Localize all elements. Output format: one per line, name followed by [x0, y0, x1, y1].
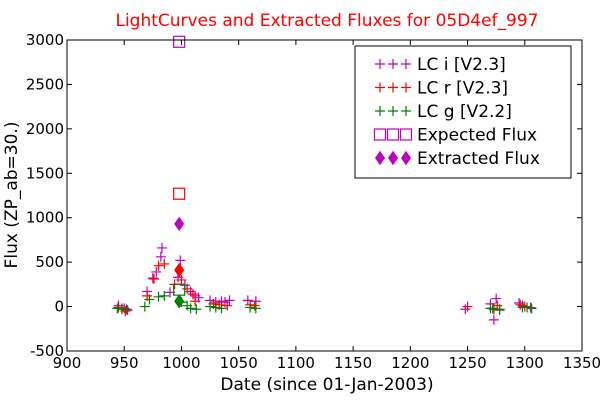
- legend-marker: [388, 106, 398, 116]
- data-point-plus-0: [224, 295, 235, 306]
- data-point-plus-1: [222, 300, 233, 311]
- data-point-square-3: [173, 35, 186, 48]
- data-point-plus-0: [488, 314, 499, 325]
- x-tick-label: 900: [53, 354, 82, 372]
- data-point-plus-0: [460, 304, 471, 315]
- legend-entry-label: LC r [V2.3]: [417, 79, 508, 99]
- data-point-plus-1: [249, 300, 260, 311]
- data-point-plus-0: [175, 255, 186, 266]
- x-tick-label: 1050: [220, 354, 258, 372]
- data-point-plus-2: [112, 303, 123, 314]
- x-tick-label: 1300: [506, 354, 544, 372]
- data-point-plus-0: [242, 295, 253, 306]
- legend: LC i [V2.3] LC r [V2.3] LC g [V2.2] Expecte…: [354, 45, 572, 179]
- y-tick-label: 3000: [26, 31, 64, 49]
- axis-ticks: 900 950 1000 1050 1100 1150 1200 1250 1300 1350 -5…: [26, 31, 600, 372]
- data-point-plus-0: [491, 293, 502, 304]
- legend-marker: [388, 82, 398, 93]
- data-point-plus-2: [205, 301, 216, 312]
- data-point-plus-2: [522, 302, 533, 313]
- chart-title: LightCurves and Extracted Fluxes for 05D…: [115, 11, 538, 31]
- x-tick-label: 1100: [277, 354, 315, 372]
- legend-marker: [386, 128, 400, 141]
- x-tick-label: 1250: [448, 354, 486, 372]
- legend-marker: [401, 82, 411, 93]
- y-axis-label: Flux (ZP_ab=30.): [2, 122, 22, 269]
- data-point-plus-2: [153, 291, 164, 302]
- legend-marker: [399, 128, 413, 141]
- data-point-plus-1: [187, 289, 198, 300]
- data-point-plus-1: [462, 301, 473, 312]
- data-point-plus-0: [147, 273, 158, 284]
- data-point-plus-1: [519, 301, 530, 312]
- x-tick-label: 950: [110, 354, 139, 372]
- legend-entry-label: Expected Flux: [417, 126, 537, 146]
- data-point-plus-1: [148, 274, 159, 285]
- data-point-square-3: [173, 187, 186, 200]
- data-point-plus-1: [182, 283, 193, 294]
- x-tick-label: 1350: [563, 354, 600, 372]
- legend-marker: [373, 128, 387, 141]
- legend-marker: [401, 150, 411, 166]
- legend-marker: [401, 59, 411, 69]
- data-point-plus-2: [216, 303, 227, 314]
- x-tick-label: 1000: [162, 354, 200, 372]
- y-tick-label: 500: [35, 253, 64, 271]
- plot-area: [112, 35, 537, 325]
- y-tick-label: 1000: [26, 209, 64, 227]
- data-point-plus-0: [151, 266, 162, 277]
- legend-entry-label: LC i [V2.3]: [417, 55, 506, 75]
- data-point-plus-2: [139, 301, 150, 312]
- y-tick-label: 1500: [26, 164, 64, 182]
- data-point-plus-2: [210, 302, 221, 313]
- data-point-diamond-4: [174, 294, 185, 309]
- data-point-plus-0: [155, 251, 166, 262]
- y-tick-label: 2000: [26, 120, 64, 138]
- data-point-plus-1: [190, 296, 201, 307]
- data-point-diamond-4: [174, 262, 185, 278]
- data-point-diamond-4: [174, 216, 185, 232]
- legend-marker: [401, 106, 411, 116]
- data-point-plus-1: [176, 274, 187, 285]
- data-point-plus-0: [156, 242, 167, 253]
- data-point-plus-2: [159, 290, 170, 301]
- legend-marker: [375, 106, 385, 116]
- data-point-plus-2: [121, 304, 132, 315]
- y-tick-label: 0: [54, 298, 64, 316]
- data-point-plus-2: [185, 303, 196, 314]
- y-tick-label: -500: [30, 342, 64, 360]
- legend-entry-label: Extracted Flux: [417, 149, 540, 169]
- legend-marker: [375, 82, 385, 93]
- data-point-plus-0: [122, 305, 133, 316]
- y-tick-label: 2500: [26, 75, 64, 93]
- data-point-plus-2: [250, 303, 261, 314]
- data-point-plus-2: [144, 294, 155, 305]
- data-point-plus-1: [153, 260, 164, 271]
- plot-frame: [66, 39, 583, 352]
- data-point-plus-1: [515, 299, 526, 310]
- legend-marker: [388, 150, 398, 166]
- legend-marker: [388, 59, 398, 69]
- data-point-plus-2: [494, 304, 505, 315]
- data-point-plus-1: [159, 258, 170, 269]
- legend-marker: [375, 59, 385, 69]
- legend-entry-label: LC g [V2.2]: [417, 102, 512, 122]
- data-point-plus-2: [191, 304, 202, 315]
- x-tick-label: 1200: [391, 354, 429, 372]
- data-point-plus-2: [526, 303, 537, 314]
- data-point-plus-2: [245, 302, 256, 313]
- legend-marker: [375, 150, 385, 166]
- x-tick-label: 1150: [334, 354, 372, 372]
- x-axis-label: Date (since 01-Jan-2003): [220, 375, 433, 395]
